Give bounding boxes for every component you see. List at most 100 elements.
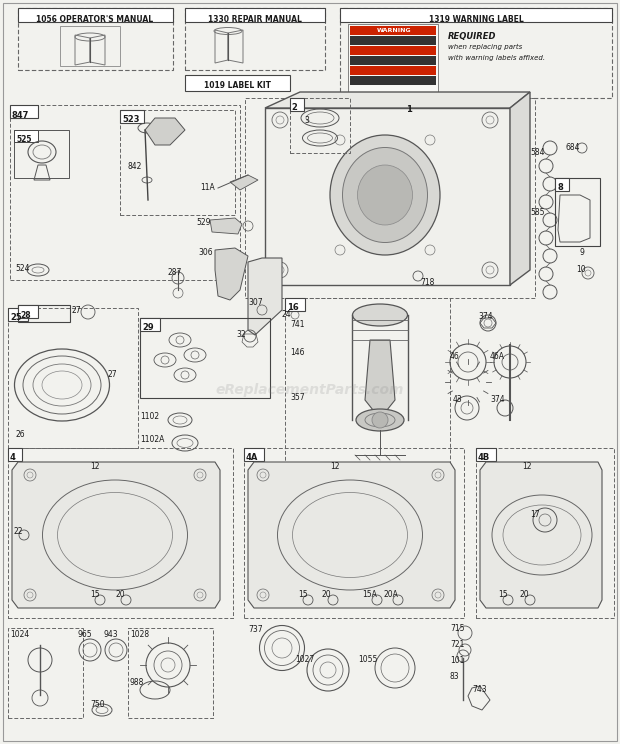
Text: 1027: 1027 (295, 655, 314, 664)
Text: 1056 OPERATOR'S MANUAL: 1056 OPERATOR'S MANUAL (37, 14, 154, 24)
Text: 12: 12 (90, 462, 99, 471)
Text: 43: 43 (453, 395, 463, 404)
Text: 847: 847 (12, 111, 29, 120)
Bar (140, 318, 160, 331)
Bar (350, 56, 436, 65)
Circle shape (372, 412, 388, 428)
Text: 737: 737 (248, 625, 263, 634)
Bar (476, 448, 614, 618)
Text: 750: 750 (90, 700, 105, 709)
Text: 20A: 20A (383, 590, 398, 599)
Text: 741: 741 (290, 320, 304, 329)
Text: 524: 524 (15, 264, 30, 273)
Text: 27: 27 (108, 370, 118, 379)
Text: 1102: 1102 (140, 412, 159, 421)
Text: 721: 721 (450, 640, 464, 649)
Polygon shape (365, 340, 395, 415)
Bar (285, 298, 305, 311)
Text: 684: 684 (566, 143, 580, 152)
Text: 10: 10 (576, 265, 586, 274)
Text: REQUIRED: REQUIRED (448, 32, 497, 41)
Polygon shape (248, 258, 282, 335)
Bar (405, 98, 423, 112)
Ellipse shape (358, 165, 412, 225)
Bar (8, 308, 138, 448)
Text: 29: 29 (142, 324, 154, 333)
Polygon shape (230, 175, 258, 190)
Text: eReplacementParts.com: eReplacementParts.com (216, 383, 404, 397)
Polygon shape (480, 462, 602, 608)
Bar (340, 8, 612, 98)
Bar (60, 26, 120, 66)
Text: 15: 15 (298, 590, 308, 599)
Text: 584: 584 (530, 148, 544, 157)
Polygon shape (265, 108, 510, 285)
Polygon shape (510, 92, 530, 285)
Text: 12: 12 (522, 462, 531, 471)
Text: 943: 943 (104, 630, 118, 639)
Polygon shape (248, 462, 455, 608)
Text: 24: 24 (282, 310, 291, 319)
Bar (290, 98, 304, 111)
Text: with warning labels affixed.: with warning labels affixed. (448, 55, 545, 61)
Text: 523: 523 (122, 115, 140, 124)
Text: 17: 17 (530, 510, 539, 519)
Bar (8, 628, 83, 718)
Text: 8: 8 (557, 184, 563, 193)
Bar (350, 66, 436, 75)
Text: 374: 374 (478, 312, 493, 321)
Text: WARNING: WARNING (377, 28, 411, 33)
Text: 1102A: 1102A (140, 435, 164, 444)
Text: 2: 2 (291, 103, 297, 112)
Bar (14, 130, 69, 178)
Bar (10, 105, 38, 118)
Bar (185, 8, 325, 70)
Bar (10, 105, 240, 280)
Text: 15A: 15A (362, 590, 377, 599)
Text: 25: 25 (10, 313, 22, 322)
Text: 101: 101 (450, 656, 464, 665)
Bar (476, 448, 496, 461)
Text: 306: 306 (198, 248, 213, 257)
Polygon shape (210, 218, 242, 234)
Bar (8, 448, 22, 461)
Text: 32: 32 (236, 330, 246, 339)
Text: 988: 988 (130, 678, 144, 687)
Bar (18, 8, 173, 22)
Text: 20: 20 (520, 590, 529, 599)
Bar (555, 178, 600, 246)
Bar (340, 8, 612, 22)
Text: 585: 585 (530, 208, 544, 217)
Bar (290, 98, 350, 153)
Text: 1055: 1055 (358, 655, 378, 664)
Text: 1028: 1028 (130, 630, 149, 639)
Bar (350, 36, 436, 45)
Text: 15: 15 (498, 590, 508, 599)
Bar (14, 130, 38, 142)
Text: 374: 374 (490, 395, 505, 404)
Ellipse shape (356, 409, 404, 431)
Bar (128, 628, 213, 718)
Text: 20: 20 (115, 590, 125, 599)
Bar (350, 46, 436, 55)
Ellipse shape (330, 135, 440, 255)
Text: 20: 20 (322, 590, 332, 599)
Text: 1024: 1024 (10, 630, 29, 639)
Text: 3: 3 (304, 116, 309, 125)
Bar (18, 8, 173, 70)
Bar (18, 305, 38, 318)
Text: 525: 525 (16, 135, 32, 144)
Bar (8, 308, 28, 321)
Text: 9: 9 (580, 248, 585, 257)
Polygon shape (265, 92, 530, 108)
Text: 1330 REPAIR MANUAL: 1330 REPAIR MANUAL (208, 14, 302, 24)
Text: 1: 1 (406, 104, 412, 114)
Text: 715: 715 (450, 624, 464, 633)
Bar (8, 448, 233, 618)
Text: 46: 46 (450, 352, 460, 361)
Text: 743: 743 (472, 685, 487, 694)
Bar (350, 76, 436, 85)
Text: 529: 529 (196, 218, 211, 227)
Bar (244, 448, 264, 461)
Bar (140, 318, 270, 398)
